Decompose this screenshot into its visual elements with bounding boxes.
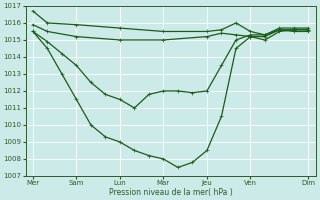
X-axis label: Pression niveau de la mer( hPa ): Pression niveau de la mer( hPa )	[109, 188, 233, 197]
